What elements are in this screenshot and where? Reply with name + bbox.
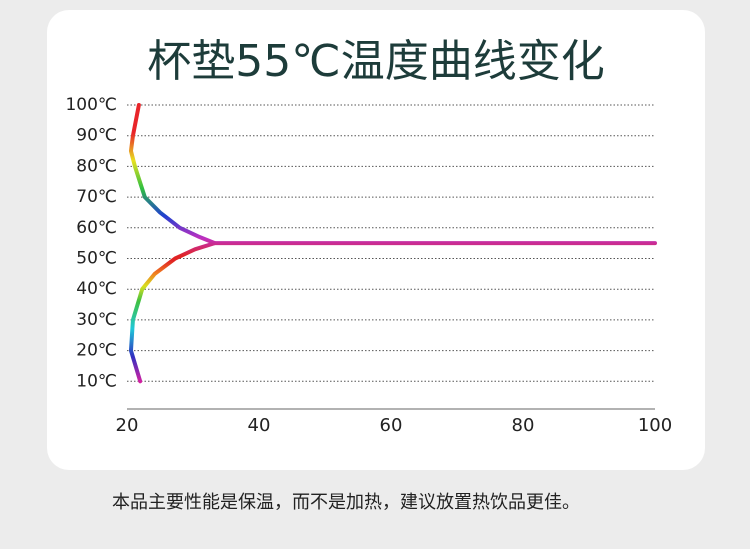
x-tick-label: 20 bbox=[116, 415, 139, 436]
y-tick-label: 90℃ bbox=[76, 126, 117, 146]
card bbox=[47, 10, 705, 470]
y-tick-label: 30℃ bbox=[76, 310, 117, 330]
y-tick-label: 100℃ bbox=[65, 95, 117, 115]
y-tick-label: 20℃ bbox=[76, 341, 117, 361]
x-tick-label: 60 bbox=[380, 415, 403, 436]
x-tick-label: 100 bbox=[638, 415, 672, 436]
y-tick-label: 40℃ bbox=[76, 279, 117, 299]
x-tick-label: 80 bbox=[512, 415, 535, 436]
x-tick-label: 40 bbox=[248, 415, 271, 436]
y-tick-label: 50℃ bbox=[76, 249, 117, 269]
chart-title: 杯垫55℃温度曲线变化 bbox=[147, 36, 604, 87]
y-tick-label: 10℃ bbox=[76, 371, 117, 391]
y-tick-label: 70℃ bbox=[76, 187, 117, 207]
temperature-line bbox=[128, 241, 217, 384]
y-tick-label: 60℃ bbox=[76, 218, 117, 238]
temperature-line bbox=[128, 103, 657, 246]
footnote: 本品主要性能是保温，而不是加热，建议放置热饮品更佳。 bbox=[112, 492, 580, 513]
y-tick-label: 80℃ bbox=[76, 156, 117, 176]
